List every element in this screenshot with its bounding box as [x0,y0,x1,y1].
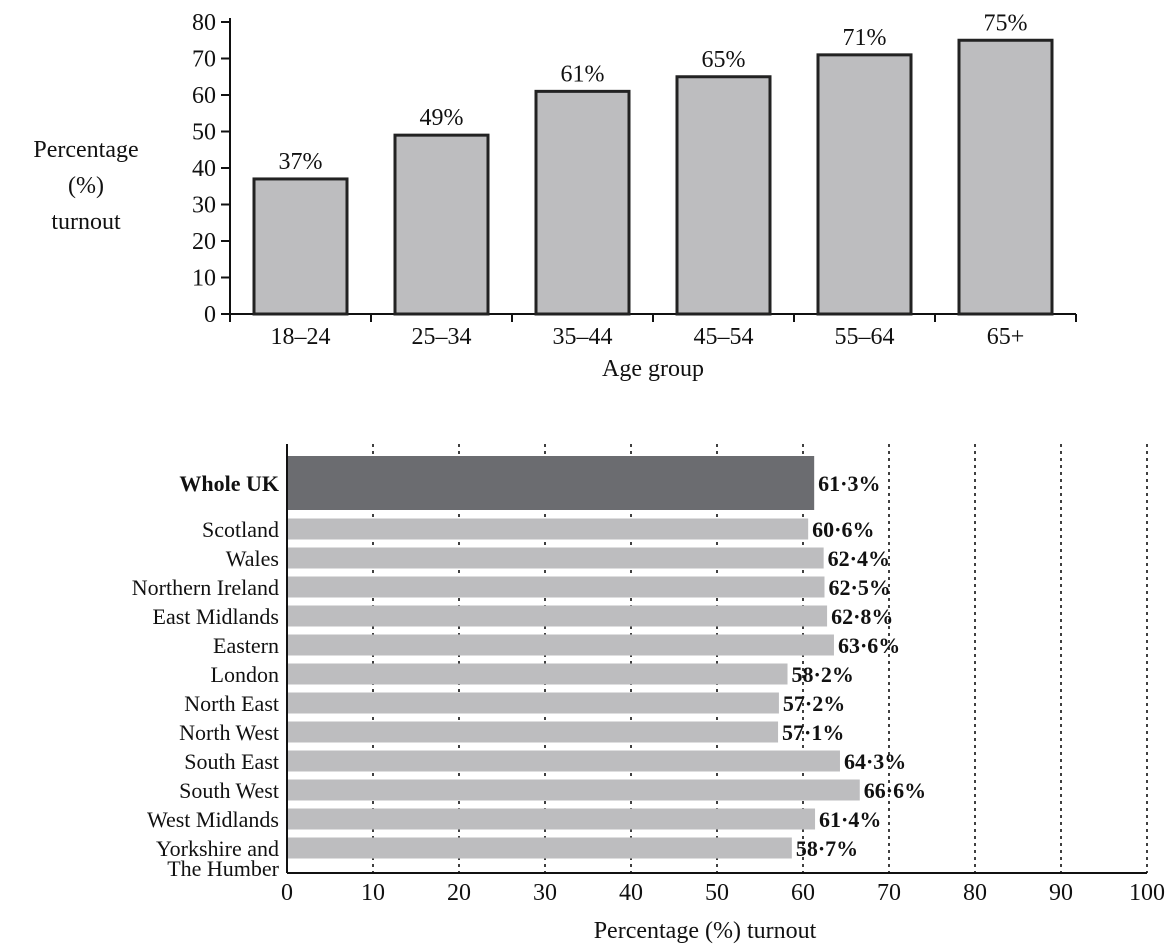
y-category-label: Northern Ireland [132,575,279,600]
bar-value-label: 49% [420,105,464,131]
y-category-label: West Midlands [147,807,279,832]
x-tick-label: 80 [963,880,987,906]
y-axis-title-line: Percentage [33,137,138,163]
x-category-label: 18–24 [271,324,331,350]
bar-value-label: 65% [702,47,746,73]
x-tick-label: 30 [533,880,557,906]
x-category-label: 25–34 [412,324,472,350]
bar [287,808,816,830]
bar-value-label: 62·4% [828,546,890,571]
y-tick-label: 0 [204,302,216,328]
x-tick-label: 10 [361,880,385,906]
bar [287,692,779,714]
bar [957,38,1054,316]
bar [287,663,788,685]
y-category-label: North East [184,691,279,716]
bar-highlight [287,456,815,510]
bar-value-label: 60·6% [812,517,874,542]
y-category-label: London [211,662,279,687]
x-tick-label: 90 [1049,880,1073,906]
x-category-label: 55–64 [835,324,895,350]
bar-value-label: 61% [561,61,605,87]
bar [816,53,913,316]
x-tick-label: 0 [281,880,293,906]
y-category-label: Eastern [213,633,279,658]
y-tick-label: 30 [192,193,216,219]
x-tick-label: 70 [877,880,901,906]
bar [287,547,824,569]
bar-value-label: 37% [279,149,323,175]
bar [287,750,840,772]
bar [287,721,779,743]
bar [287,779,860,801]
x-category-label: 35–44 [553,324,613,350]
bar-value-label: 61·4% [819,807,881,832]
bar-value-label: 57·1% [782,720,844,745]
y-category-label: South West [179,778,279,803]
bar-value-label: 63·6% [838,633,900,658]
bar-value-label: 66·6% [864,778,926,803]
age-turnout-bar-chart: 0 10 20 30 40 50 60 70 80 Percentage (%) turnout 37%… [33,10,1077,382]
bar-value-label: 58·7% [796,836,858,861]
y-axis-title-line: (%) [68,173,104,199]
y-tick-label: 50 [192,120,216,146]
y-tick-label: 60 [192,83,216,109]
x-tick-label: 60 [791,880,815,906]
y-tick-label: 10 [192,266,216,292]
y-category-label: Wales [226,546,279,571]
bar [287,576,825,598]
y-category-label: North West [179,720,279,745]
bar-value-label: 62·8% [831,604,893,629]
region-turnout-bar-chart: 61·3% Whole UK 60·6% Scotland 62·4% Wales 62·5… [132,444,1165,944]
bar-value-label: 61·3% [818,471,880,496]
x-tick-label: 40 [619,880,643,906]
y-tick-label: 40 [192,156,216,182]
bar [534,89,631,316]
bar [675,75,772,316]
y-tick-label: 20 [192,229,216,255]
bar [252,177,349,316]
bar [287,837,792,859]
x-tick-label: 100 [1129,880,1165,906]
x-category-label: 45–54 [694,324,754,350]
bar-value-label: 64·3% [844,749,906,774]
y-category-label: The Humber [167,856,279,881]
y-category-label: South East [184,749,279,774]
y-tick-label: 80 [192,10,216,36]
x-axis-title: Percentage (%) turnout [594,918,817,944]
bar-value-label: 57·2% [783,691,845,716]
bar-value-label: 71% [843,25,887,51]
bar [287,518,809,540]
x-tick-label: 20 [447,880,471,906]
bar-value-label: 58·2% [792,662,854,687]
x-category-label: 65+ [987,324,1025,350]
y-category-label: Whole UK [179,471,279,496]
bar-value-label: 62·5% [829,575,891,600]
y-axis-title-line: turnout [51,209,121,235]
bar [287,605,828,627]
y-tick-label: 70 [192,47,216,73]
bar-value-label: 75% [984,10,1028,36]
y-category-label: Scotland [202,517,279,542]
bar [287,634,834,656]
x-tick-label: 50 [705,880,729,906]
x-axis-title: Age group [602,356,704,382]
y-category-label: Yorkshire and [156,836,279,861]
bar [393,133,490,316]
y-category-label: East Midlands [153,604,280,629]
